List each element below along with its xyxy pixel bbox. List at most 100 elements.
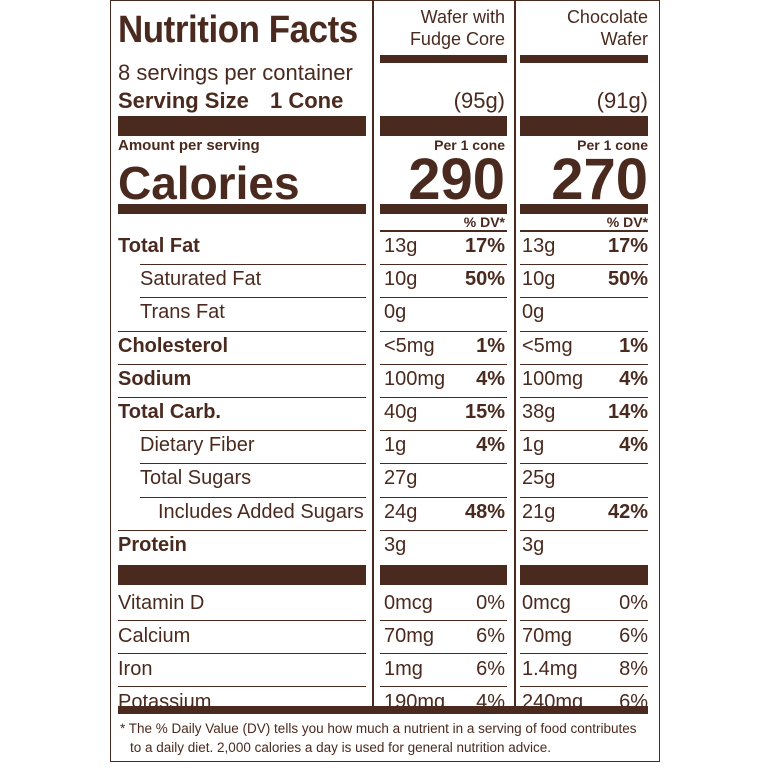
amount-per-serving: Amount per serving [118,137,260,154]
row-divider [520,330,648,332]
thick-rule [118,116,366,136]
nutrient-amount: 13g [522,235,556,257]
calories-value: 290 [408,147,505,212]
row-divider [380,297,507,299]
row-divider [520,297,648,299]
product-name-line2: Fudge Core [409,29,505,49]
nutrient-dv: 48% [464,500,505,523]
product-name-line1: Wafer with [420,7,505,27]
serving-grams: (91g) [596,88,648,113]
serving-size-label: Serving Size [118,88,249,113]
footnote-line1: * The % Daily Value (DV) tells you how m… [120,721,637,736]
column-divider [372,0,374,712]
nutrient-dv: 14% [607,401,648,423]
thick-rule [520,204,648,214]
nutrient-dv: 17% [464,235,505,257]
nutrient-amount: 21g [522,500,556,523]
vitamin-dv: 8% [619,658,648,680]
vitamin-name: Iron [118,658,153,680]
nutrient-dv: 1% [619,334,648,357]
nutrient-dv: 15% [464,401,505,423]
thick-rule [520,55,648,63]
nutrient-name: Saturated Fat [140,268,262,291]
row-divider [520,264,648,266]
thick-rule [380,116,507,136]
nutrient-amount: 3g [522,533,545,556]
row-divider [380,363,507,365]
servings-per-container: 8 servings per container [118,60,353,85]
nutrient-amount: 13g [384,235,418,257]
nutrient-amount: 40g [384,401,418,423]
nutrient-amount: <5mg [522,334,573,357]
vitamin-amount: 1mg [384,658,423,680]
nutrient-dv: 42% [607,500,648,523]
nutrient-name: Total Sugars [140,467,252,490]
nutrient-amount: 3g [384,533,407,556]
row-divider [140,430,366,432]
nutrient-dv: 4% [476,367,505,390]
vitamin-dv: 6% [476,625,505,647]
calories-value: 270 [551,147,648,212]
vitamin-dv: 6% [476,658,505,680]
nutrient-name: Includes Added Sugars [158,500,364,523]
row-divider [118,363,366,365]
dv-header: % DV* [463,214,505,230]
nutrition-facts-label [110,0,660,768]
row-divider [520,430,648,432]
thick-rule [118,565,366,585]
row-divider [380,686,507,687]
vitamin-amount: 0mcg [522,592,571,614]
nutrient-amount: 24g [384,500,418,523]
row-divider [520,653,648,654]
row-divider [520,363,648,365]
thick-rule [520,565,648,585]
vitamin-name: Vitamin D [118,592,205,614]
nutrient-amount: <5mg [384,334,435,357]
nutrient-dv: 1% [476,334,505,357]
nutrient-amount: 1g [384,434,407,457]
row-divider [118,653,366,654]
nutrient-dv: 4% [619,434,648,457]
vitamin-amount: 70mg [522,625,573,647]
row-divider [380,430,507,432]
row-divider [118,397,366,398]
nutrient-name: Total Carb. [118,401,221,423]
row-divider [380,620,507,621]
row-divider [380,529,507,531]
nutrient-amount: 100mg [522,367,584,390]
calories-label: Calories [118,157,300,209]
nutrient-name: Protein [118,533,187,556]
vitamin-dv: 6% [619,625,648,647]
column-divider [514,0,516,712]
nutrient-amount: 10g [522,268,556,291]
nutrient-amount: 0g [522,301,545,324]
row-divider [380,496,507,498]
nutrient-name: Total Fat [118,235,200,257]
row-divider [118,620,366,621]
vitamin-dv: 0% [619,592,648,614]
nutrient-dv: 50% [464,268,505,291]
serving-grams: (95g) [453,88,505,113]
row-divider [118,686,366,687]
thick-rule [380,204,507,214]
per-cone-label: Per 1 cone [577,137,648,153]
row-divider [520,496,648,498]
nutrient-dv: 4% [476,434,505,457]
row-divider [520,397,648,398]
row-divider [520,231,648,232]
thick-rule [118,706,648,714]
row-divider [140,264,366,266]
thick-rule [118,204,366,214]
row-divider [380,231,507,232]
row-divider [380,230,507,231]
label-border [110,0,660,762]
row-divider [140,496,366,498]
row-divider [380,397,507,398]
footnote-line2: to a daily diet. 2,000 calories a day is… [130,740,551,755]
row-divider [380,463,507,465]
thick-rule [520,116,648,136]
nutrient-name: Cholesterol [118,334,229,357]
row-divider [520,529,648,531]
row-divider [140,463,366,465]
row-divider [520,620,648,621]
